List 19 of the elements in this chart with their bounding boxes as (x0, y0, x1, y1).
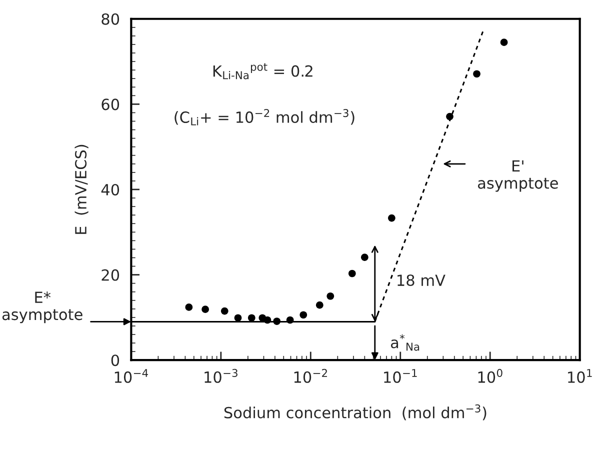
annotation: 18 mV (398, 274, 446, 286)
annotation: (C$_{Li}$+ = 10$^{−2}$ mol dm$^{−3}$) (174, 108, 354, 126)
annotation: a$^{*}$$_{Na}$ (390, 334, 420, 351)
x-tick-label: 10$^{0}$ (478, 368, 502, 383)
annotation: K$_{Li-Na}$$^{pot}$ = 0.2 (213, 63, 312, 80)
text: E* asymptote (2, 292, 82, 324)
annotation: E' asymptote (478, 160, 558, 192)
x-tick-label: 10$^{−3}$ (204, 368, 238, 383)
y-tick-label: 20 (102, 269, 120, 281)
y-tick-label: 80 (102, 13, 120, 25)
x-axis-title: Sodium concentration (mol dm$^{−3}$) (224, 404, 486, 420)
y-tick-label: 40 (101, 184, 120, 196)
x-tick-label: 10$^{−4}$ (114, 369, 148, 383)
y-axis-title: E (mV/ECS) (74, 144, 88, 234)
x-tick-label: 10$^{−1}$ (384, 369, 417, 383)
y-tick-label: 0 (111, 354, 120, 366)
x-tick-label: 10$^{−2}$ (294, 368, 327, 383)
x-tick-label: 10$^{1}$ (568, 369, 592, 383)
y-tick-label: 60 (102, 98, 120, 110)
